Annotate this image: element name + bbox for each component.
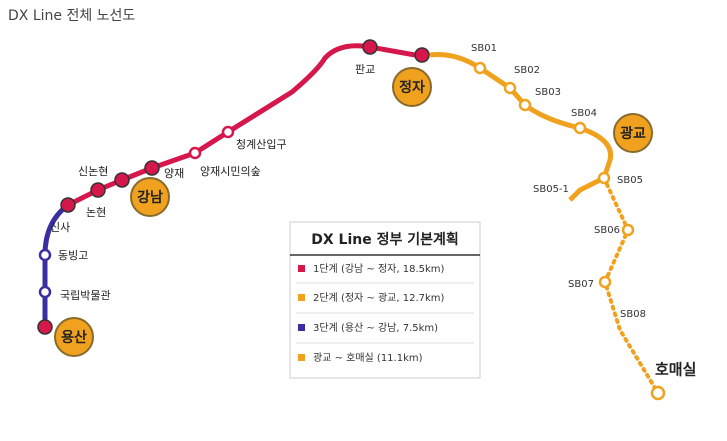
legend-item: 3단계 (용산 ~ 강남, 7.5km) <box>313 322 438 334</box>
hub-circles <box>54 67 653 357</box>
station-label: 양재 <box>164 167 184 180</box>
hub-label: 정자 <box>399 79 425 96</box>
transfer-stations <box>37 39 430 335</box>
hub-label: 강남 <box>137 189 163 206</box>
station-label: SB02 <box>514 65 540 76</box>
station-label: 신논현 <box>78 165 108 178</box>
legend-item: 2단계 (정자 ~ 광교, 12.7km) <box>313 292 445 304</box>
station-label: 호매실 <box>655 361 696 379</box>
station-label: SB05 <box>617 175 643 186</box>
station-label: 양재시민의숲 <box>200 165 261 178</box>
hub-label: 광교 <box>620 125 646 142</box>
map-title: DX Line 전체 노선도 <box>8 8 135 24</box>
legend-item: 1단계 (강남 ~ 정자, 18.5km) <box>313 263 445 275</box>
legend-box <box>289 221 481 379</box>
station-label: SB03 <box>535 87 561 98</box>
stations <box>38 61 666 401</box>
station-label: SB04 <box>571 108 597 119</box>
station-label: SB07 <box>568 279 594 290</box>
legend: DX Line 정부 기본계획 1단계 (강남 ~ 정자, 18.5km) 2단… <box>289 221 481 379</box>
station-label: SB08 <box>620 309 646 320</box>
legend-item: 광교 ~ 호매실 (11.1km) <box>313 352 423 364</box>
station-label: 신사 <box>50 221 70 234</box>
station-label: SB01 <box>471 43 497 54</box>
station-label: SB05-1 <box>533 184 569 195</box>
station-label: 청계산입구 <box>236 138 287 151</box>
station-label: SB06 <box>594 225 620 236</box>
station-label: 논현 <box>86 206 106 219</box>
line-phase1 <box>66 43 416 208</box>
station-label: 국립박물관 <box>60 289 111 302</box>
hub-label: 용산 <box>61 329 87 346</box>
station-label: 판교 <box>355 63 375 76</box>
legend-title: DX Line 정부 기본계획 <box>311 231 459 248</box>
station-label: 동빙고 <box>58 249 88 262</box>
